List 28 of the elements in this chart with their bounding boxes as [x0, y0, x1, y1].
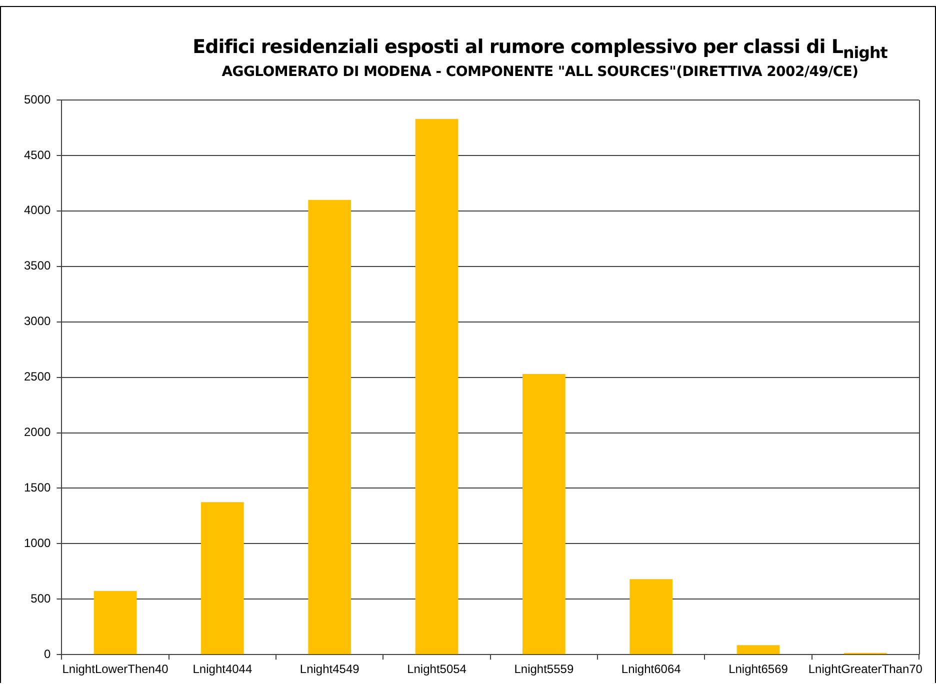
y-tick-label: 1000 — [24, 536, 52, 550]
bar — [94, 590, 137, 654]
y-tick-label: 2500 — [24, 370, 52, 384]
y-tick-label: 4500 — [24, 148, 52, 162]
y-tick-label: 5000 — [24, 92, 52, 106]
y-tick-label: 0 — [44, 646, 52, 661]
bar — [630, 579, 673, 654]
y-tick-label: 3500 — [24, 258, 52, 273]
x-tick-label: Lnight4044 — [192, 662, 252, 676]
x-tick-label: Lnight5054 — [407, 662, 467, 676]
bar — [415, 118, 458, 654]
x-tick-label: Lnight4549 — [300, 662, 360, 676]
y-tick-label: 4000 — [24, 203, 52, 218]
x-tick-label: Lnight6569 — [728, 662, 788, 676]
bar — [522, 374, 566, 654]
chart-title: Edifici residenziali esposti al rumore complessivo per classi di L$_{night}$ — [192, 36, 888, 62]
y-tick-label: 1500 — [24, 480, 52, 495]
y-tick-label: 2000 — [24, 425, 52, 440]
x-tick-label: LnightGreaterThan70 — [808, 662, 923, 676]
x-tick-label: Lnight5559 — [514, 662, 574, 676]
bar — [736, 645, 780, 654]
y-tick-label: 500 — [30, 591, 52, 606]
chart-subtitle: AGGLOMERATO DI MODENA - COMPONENTE "ALL SOURCES"(DIRETTIVA 2002/49/CE) — [220, 64, 860, 80]
y-tick-label: 3000 — [24, 314, 52, 328]
x-tick-label: Lnight6064 — [621, 662, 682, 676]
bar — [308, 200, 352, 654]
bar — [201, 502, 244, 654]
x-tick-label: LnightLowerThen40 — [62, 662, 169, 676]
